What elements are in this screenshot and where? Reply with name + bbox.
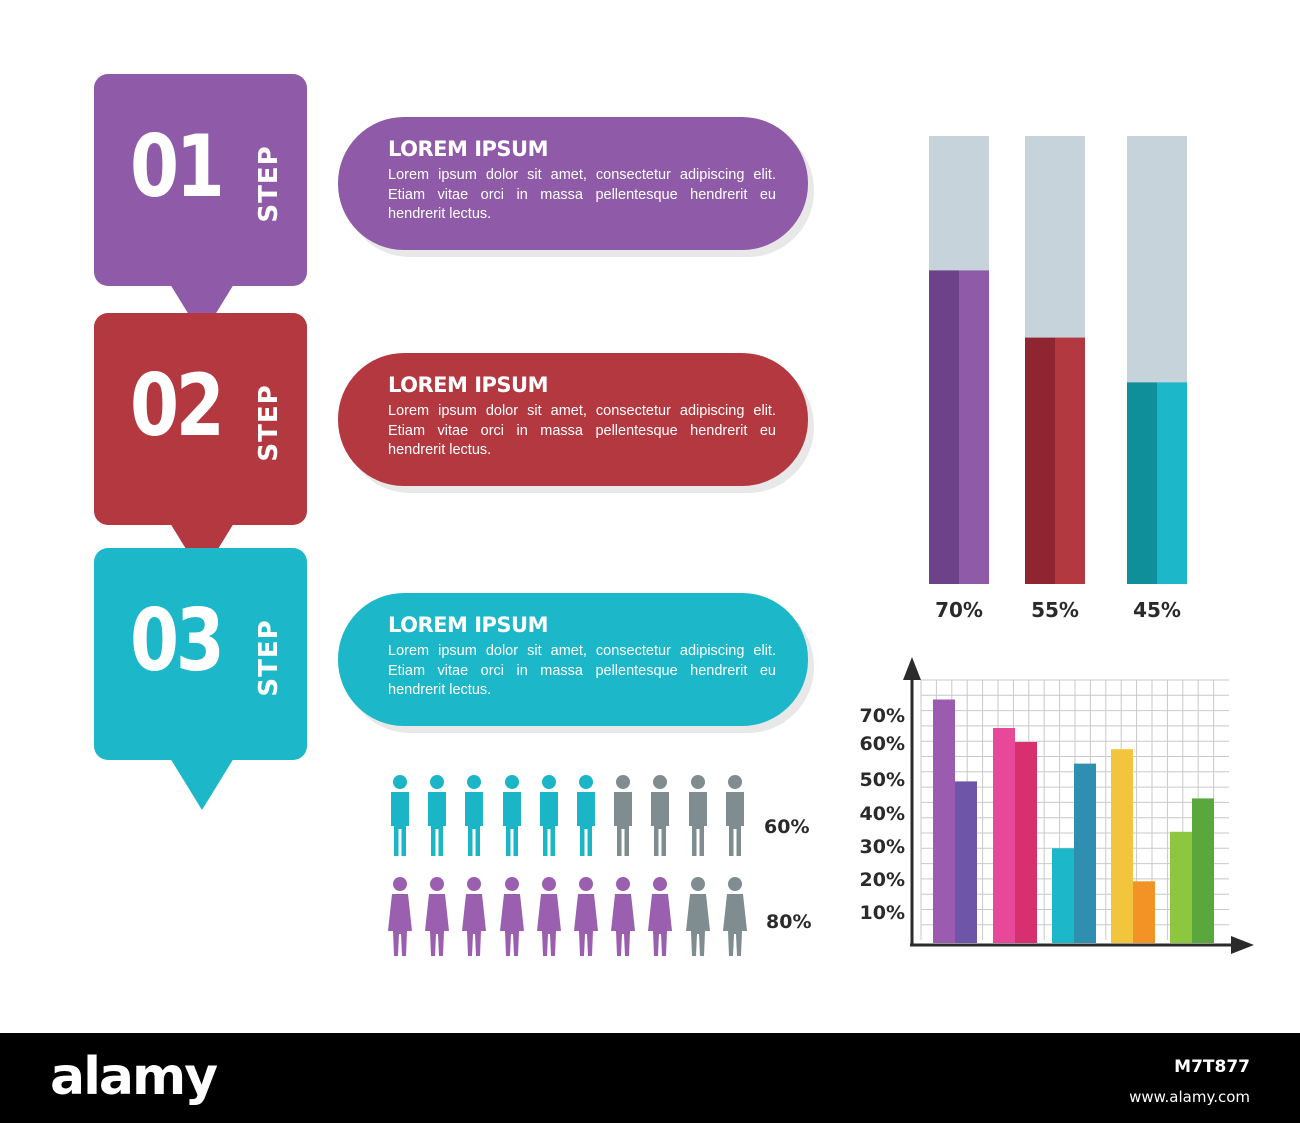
step-number: 03 — [130, 591, 225, 691]
step-number: 01 — [130, 117, 225, 217]
people-percentage: 60% — [764, 816, 810, 838]
step-word: STEP — [254, 384, 284, 462]
footer-url: www.alamy.com — [1129, 1088, 1250, 1106]
step-word: STEP — [254, 145, 284, 223]
x-axis-arrow — [1231, 936, 1254, 954]
people-percentage: 80% — [766, 911, 812, 933]
pill-title: LOREM IPSUM — [388, 373, 549, 397]
bar — [1192, 798, 1214, 943]
progress-track — [929, 136, 989, 584]
step-tag-3: 03 STEP — [94, 548, 307, 810]
person-icon — [646, 876, 674, 966]
person-icon — [460, 774, 488, 864]
person-icon — [572, 774, 600, 864]
bar — [1052, 848, 1074, 943]
person-icon — [460, 876, 488, 966]
progress-label: 70% — [935, 598, 983, 622]
progress-fill — [1157, 382, 1187, 584]
bar — [1074, 763, 1096, 943]
info-pill-2: LOREM IPSUM Lorem ipsum dolor sit amet, … — [338, 353, 808, 486]
person-icon — [535, 876, 563, 966]
y-tick-label: 70% — [860, 705, 905, 727]
step-pointer — [170, 758, 234, 810]
pill-text: Lorem ipsum dolor sit amet, consectetur … — [388, 403, 776, 458]
progress-label: 45% — [1133, 598, 1181, 622]
pill-text: Lorem ipsum dolor sit amet, consectetur … — [388, 643, 776, 698]
y-tick-label: 40% — [860, 803, 905, 825]
people-row-1 — [386, 774, 756, 864]
pill-title: LOREM IPSUM — [388, 613, 549, 637]
progress-fill-shade — [1127, 382, 1157, 584]
progress-fill — [1055, 337, 1085, 584]
step-number: 02 — [130, 356, 225, 456]
person-icon — [721, 774, 749, 864]
person-icon — [609, 876, 637, 966]
bar — [1111, 749, 1133, 943]
footer-logo: alamy — [50, 1047, 218, 1107]
progress-track — [1025, 136, 1085, 584]
pill-text: Lorem ipsum dolor sit amet, consectetur … — [388, 167, 776, 222]
person-icon — [535, 774, 563, 864]
y-tick-label: 60% — [860, 733, 905, 755]
progress-label: 55% — [1031, 598, 1079, 622]
bar — [1133, 881, 1155, 943]
y-tick-label: 20% — [860, 869, 905, 891]
person-icon — [721, 876, 749, 966]
info-pill-3: LOREM IPSUM Lorem ipsum dolor sit amet, … — [338, 593, 808, 726]
progress-track — [1127, 136, 1187, 584]
info-pill-1: LOREM IPSUM Lorem ipsum dolor sit amet, … — [338, 117, 808, 250]
person-icon — [498, 774, 526, 864]
person-icon — [386, 774, 414, 864]
person-icon — [684, 774, 712, 864]
bar — [1170, 831, 1192, 943]
footer-bar: alamy M7T877 www.alamy.com — [0, 1033, 1300, 1123]
step-word: STEP — [254, 619, 284, 697]
y-tick-label: 10% — [860, 902, 905, 924]
y-tick-label: 50% — [860, 769, 905, 791]
person-icon — [684, 876, 712, 966]
person-icon — [646, 774, 674, 864]
bar — [933, 699, 955, 943]
bar — [1015, 742, 1037, 943]
y-axis-arrow — [903, 657, 921, 680]
person-icon — [423, 876, 451, 966]
y-tick-label: 30% — [860, 836, 905, 858]
progress-fill-shade — [1025, 337, 1055, 584]
step-tag-2: 02 STEP — [94, 313, 307, 575]
person-icon — [386, 876, 414, 966]
person-icon — [609, 774, 637, 864]
progress-fill-shade — [929, 270, 959, 584]
step-tag-1: 01 STEP — [94, 74, 307, 336]
pill-title: LOREM IPSUM — [388, 137, 549, 161]
bar — [993, 728, 1015, 943]
footer-image-id: M7T877 — [1174, 1057, 1250, 1077]
bar — [955, 781, 977, 943]
person-icon — [572, 876, 600, 966]
progress-fill — [959, 270, 989, 584]
person-icon — [498, 876, 526, 966]
person-icon — [423, 774, 451, 864]
chart-grid — [920, 679, 1229, 940]
people-row-2 — [386, 876, 756, 966]
